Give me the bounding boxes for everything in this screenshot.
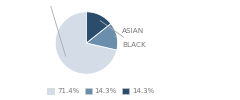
Text: BLACK: BLACK: [100, 21, 146, 48]
Wedge shape: [86, 12, 111, 43]
Text: ASIAN: ASIAN: [115, 28, 144, 36]
Wedge shape: [55, 12, 117, 74]
Wedge shape: [86, 24, 118, 50]
Legend: 71.4%, 14.3%, 14.3%: 71.4%, 14.3%, 14.3%: [44, 85, 157, 97]
Text: WHITE: WHITE: [36, 0, 66, 56]
